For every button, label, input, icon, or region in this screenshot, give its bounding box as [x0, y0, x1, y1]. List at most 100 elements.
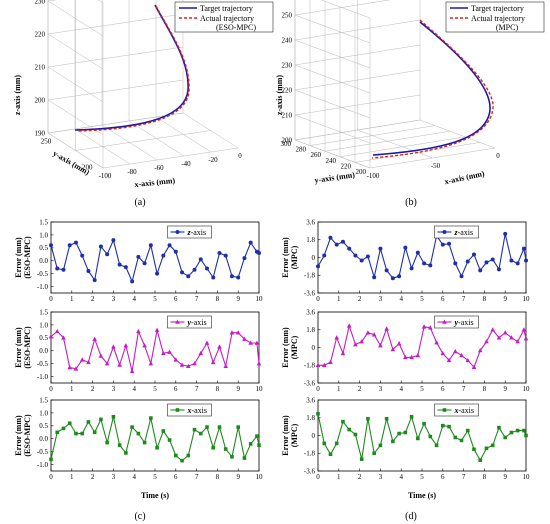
y-tick-label: -1.8: [304, 272, 316, 280]
legend-label: y-axis: [453, 318, 473, 327]
data-point: [497, 425, 501, 430]
data-point: [173, 357, 179, 362]
subplot-c-z: 0 1 2 3 4 5 6 7 8 9 10 -1.0 -0.5 0.0 0.5 1.0 1.5 Error (m…: [14, 218, 263, 303]
z-tick-label: 210: [282, 112, 293, 120]
grid-line: [47, 79, 184, 101]
data-point: [321, 362, 327, 368]
x-tick-label: 2: [358, 295, 362, 303]
data-point: [484, 260, 489, 265]
chart-b-3d-trajectory-mpc: -100-50020022024026028030020021022023024…: [275, 0, 545, 186]
legend-marker: [442, 230, 447, 234]
x-tick-label: 3: [379, 295, 383, 303]
x-tick-label: 2: [358, 385, 362, 393]
data-point: [334, 441, 339, 446]
x-tick-label: 2: [91, 295, 95, 303]
y-tick-label: 1.5: [39, 218, 48, 226]
data-point: [346, 323, 352, 328]
x-tick-label: -20: [208, 156, 218, 164]
data-point: [55, 430, 60, 435]
data-point: [223, 363, 229, 369]
data-point: [111, 414, 116, 419]
data-point: [515, 339, 520, 344]
x-tick-label: 7: [462, 385, 466, 393]
x-tick-label: 5: [153, 295, 157, 303]
grid-line: [419, 119, 496, 149]
grid-line: [294, 19, 421, 41]
y-tick-label: 0.0: [39, 347, 48, 355]
y-tick-label: 240: [326, 157, 337, 165]
grid-line: [294, 64, 371, 94]
data-point: [161, 253, 166, 258]
x-axis-label: Time (s): [408, 491, 436, 500]
data-point: [129, 368, 135, 374]
y-tick-label: 260: [311, 151, 322, 159]
legend-box: [434, 403, 479, 417]
x-tick-label: 2: [91, 385, 95, 393]
x-tick-label: 0: [49, 295, 53, 303]
data-point: [390, 276, 395, 281]
y-tick-label: 1.8: [306, 414, 315, 422]
x-tick-label: 6: [174, 295, 178, 303]
grid-line: [294, 89, 371, 119]
data-point: [105, 252, 110, 257]
data-point: [161, 350, 166, 356]
grid-line: [321, 0, 371, 19]
x-tick-label: 1: [337, 473, 341, 481]
y-tick-label: 0.5: [39, 334, 48, 342]
y-tick-label: -0.5: [37, 270, 49, 278]
legend-label-target: Target trajectory: [471, 4, 524, 13]
z-tick-label: 200: [35, 97, 46, 105]
data-point: [105, 440, 109, 445]
grid-line: [294, 69, 421, 91]
data-point: [503, 231, 508, 236]
y-tick-label: 300: [281, 140, 292, 148]
subplot-d-z: 0 1 2 3 4 5 6 7 8 9 10 -3.6 -1.8 0 1.8 3.6 Error (mm) (MP…: [281, 218, 530, 303]
data-point: [465, 259, 470, 264]
plot-frame: [50, 221, 260, 294]
data-point: [104, 361, 110, 366]
data-point: [217, 425, 222, 429]
data-point: [440, 350, 446, 356]
plot-frame: [50, 311, 260, 384]
x-tick-label: -60: [154, 164, 164, 172]
data-point: [73, 240, 78, 245]
data-point: [378, 443, 383, 448]
y-axis-label: Error (mm): [14, 327, 23, 368]
data-point: [142, 440, 147, 445]
x-tick-label: 0: [49, 473, 53, 481]
z-tick-label: 220: [282, 87, 293, 95]
data-point: [428, 325, 433, 330]
data-point: [179, 362, 185, 367]
data-point: [248, 340, 253, 345]
legend-box: [445, 1, 545, 33]
data-point: [257, 250, 261, 255]
data-point: [254, 340, 260, 345]
y-tick-label: 0.5: [39, 244, 48, 252]
data-point: [397, 274, 402, 279]
series-line-actual: [77, 5, 190, 132]
data-point: [217, 250, 222, 255]
data-point: [161, 429, 166, 433]
data-point: [49, 243, 53, 248]
data-point: [441, 423, 445, 428]
y-axis-label-sub: (MPC): [290, 245, 299, 269]
data-point: [79, 357, 85, 362]
data-point: [80, 431, 84, 436]
x-tick-label: 10: [256, 473, 264, 481]
legend-axis-letter: y: [453, 318, 458, 327]
legend-box: [434, 225, 479, 239]
data-point: [98, 244, 103, 249]
data-point: [73, 366, 79, 371]
x-tick-label: 1: [70, 385, 74, 393]
grid-line: [294, 114, 371, 144]
data-point: [49, 457, 53, 462]
data-point: [185, 363, 191, 369]
grid-line: [102, 147, 239, 169]
x-tick-label: 3: [112, 295, 116, 303]
panel-label-d: (d): [405, 511, 417, 522]
y-tick-label: 0: [312, 432, 316, 440]
data-point: [192, 361, 197, 366]
data-point: [98, 353, 104, 358]
y-tick-label: 220: [341, 162, 352, 170]
